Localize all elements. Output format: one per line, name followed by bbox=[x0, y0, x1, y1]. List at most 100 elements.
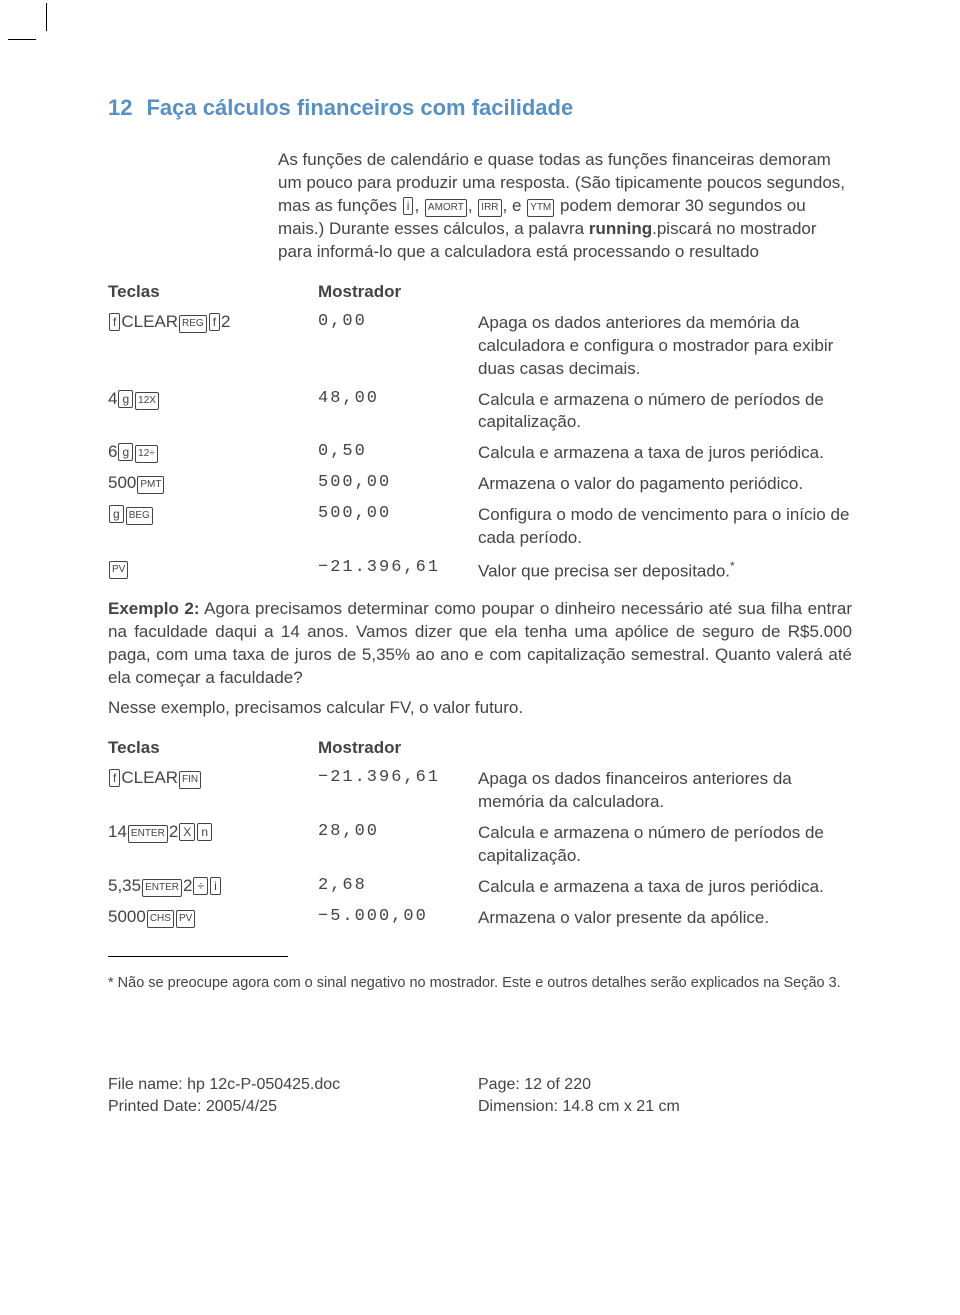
page-title: 12 Faça cálculos financeiros com facilid… bbox=[108, 95, 852, 121]
table-row: 5000CHSPV −5.000,00 Armazena o valor pre… bbox=[108, 907, 852, 930]
description: Apaga os dados anteriores da memória da … bbox=[478, 312, 852, 381]
key-pv: PV bbox=[176, 910, 195, 928]
display-value: 0,00 bbox=[318, 312, 478, 381]
crop-mark bbox=[8, 39, 36, 40]
text: 14 bbox=[108, 822, 127, 841]
footnote-separator bbox=[108, 956, 288, 957]
display-value: 28,00 bbox=[318, 822, 478, 868]
key-fin: FIN bbox=[179, 771, 201, 789]
table-1: Teclas Mostrador fCLEARREGf2 0,00 Apaga … bbox=[108, 282, 852, 584]
key-beg: BEG bbox=[126, 507, 153, 525]
key-sequence: fCLEARREGf2 bbox=[108, 312, 318, 381]
description: Configura o modo de vencimento para o in… bbox=[478, 504, 852, 550]
example-paragraph: Exemplo 2: Agora precisamos determinar c… bbox=[108, 598, 852, 690]
description: Armazena o valor do pagamento periódico. bbox=[478, 473, 852, 496]
value: 2005/4/25 bbox=[206, 1098, 277, 1115]
table-row: fCLEARREGf2 0,00 Apaga os dados anterior… bbox=[108, 312, 852, 381]
text: 500 bbox=[108, 473, 136, 492]
key-sequence: 500PMT bbox=[108, 473, 318, 496]
footer-printed: Printed Date: 2005/4/25 bbox=[108, 1098, 478, 1116]
key-amort: AMORT bbox=[425, 199, 467, 217]
key-f: f bbox=[109, 313, 120, 331]
key-n: n bbox=[197, 823, 212, 841]
description: Calcula e armazena a taxa de juros perió… bbox=[478, 442, 852, 465]
text: , bbox=[414, 196, 423, 215]
key-g: g bbox=[118, 390, 133, 408]
display-value: 500,00 bbox=[318, 504, 478, 550]
page-title-text: Faça cálculos financeiros com facilidade bbox=[146, 95, 573, 121]
value: 12 of 220 bbox=[524, 1076, 591, 1093]
key-12div: 12÷ bbox=[135, 445, 158, 463]
text: Valor que precisa ser depositado. bbox=[478, 562, 730, 581]
key-sequence: 14ENTER2Xn bbox=[108, 822, 318, 868]
key-irr: IRR bbox=[478, 199, 501, 217]
key-sequence: 5000CHSPV bbox=[108, 907, 318, 930]
key-12x: 12X bbox=[135, 392, 159, 410]
label: File name: bbox=[108, 1076, 187, 1093]
key-i: i bbox=[403, 197, 414, 215]
table-row: PV −21.396,61 Valor que precisa ser depo… bbox=[108, 558, 852, 584]
key-sequence: 5,35ENTER2÷i bbox=[108, 876, 318, 899]
key-sequence: fCLEARFIN bbox=[108, 768, 318, 814]
table-row: 500PMT 500,00 Armazena o valor do pagame… bbox=[108, 473, 852, 496]
key-i: i bbox=[210, 877, 221, 895]
key-x: X bbox=[179, 823, 195, 841]
footer-dim: Dimension: 14.8 cm x 21 cm bbox=[478, 1098, 852, 1116]
text: , bbox=[468, 196, 477, 215]
table-row: 4g12X 48,00 Calcula e armazena o número … bbox=[108, 389, 852, 435]
label: Page: bbox=[478, 1076, 524, 1093]
value: hp 12c-P-050425.doc bbox=[187, 1076, 340, 1093]
key-g: g bbox=[118, 443, 133, 461]
description: Apaga os dados financeiros anteriores da… bbox=[478, 768, 852, 814]
footer-page: Page: 12 of 220 bbox=[478, 1076, 852, 1094]
description: Calcula e armazena o número de períodos … bbox=[478, 389, 852, 435]
key-chs: CHS bbox=[147, 910, 174, 928]
key-f: f bbox=[209, 313, 220, 331]
crop-mark bbox=[46, 3, 47, 31]
col-teclas: Teclas bbox=[108, 738, 318, 758]
key-div: ÷ bbox=[193, 877, 208, 895]
table-row: gBEG 500,00 Configura o modo de vencimen… bbox=[108, 504, 852, 550]
key-pv: PV bbox=[109, 561, 128, 579]
key-pmt: PMT bbox=[137, 476, 164, 494]
text: 6 bbox=[108, 442, 117, 461]
running-word: running bbox=[589, 219, 652, 238]
display-value: 500,00 bbox=[318, 473, 478, 496]
display-value: 0,50 bbox=[318, 442, 478, 465]
description: Calcula e armazena o número de períodos … bbox=[478, 822, 852, 868]
col-mostrador: Mostrador bbox=[318, 738, 478, 758]
table-header: Teclas Mostrador bbox=[108, 282, 852, 302]
footer-filename: File name: hp 12c-P-050425.doc bbox=[108, 1076, 478, 1094]
text: 5000 bbox=[108, 907, 146, 926]
key-enter: ENTER bbox=[128, 825, 168, 843]
text: 5,35 bbox=[108, 876, 141, 895]
table-row: 5,35ENTER2÷i 2,68 Calcula e armazena a t… bbox=[108, 876, 852, 899]
page-number-label: 12 bbox=[108, 95, 132, 121]
table-header: Teclas Mostrador bbox=[108, 738, 852, 758]
key-g: g bbox=[109, 505, 124, 523]
key-ytm: YTM bbox=[527, 199, 554, 217]
key-sequence: gBEG bbox=[108, 504, 318, 550]
intro-paragraph: As funções de calendário e quase todas a… bbox=[108, 149, 852, 264]
label: Dimension: bbox=[478, 1098, 562, 1115]
description: Calcula e armazena a taxa de juros perió… bbox=[478, 876, 852, 899]
key-sequence: 4g12X bbox=[108, 389, 318, 435]
example-lead: Exemplo 2: bbox=[108, 599, 200, 618]
text: CLEAR bbox=[121, 312, 178, 331]
page: 12 Faça cálculos financeiros com facilid… bbox=[0, 0, 960, 1144]
col-mostrador: Mostrador bbox=[318, 282, 478, 302]
text: 4 bbox=[108, 389, 117, 408]
key-reg: REG bbox=[179, 315, 207, 333]
key-enter: ENTER bbox=[142, 879, 182, 897]
footnote: * Não se preocupe agora com o sinal nega… bbox=[108, 971, 852, 996]
col-teclas: Teclas bbox=[108, 282, 318, 302]
crop-marks bbox=[108, 25, 852, 55]
display-value: −5.000,00 bbox=[318, 907, 478, 930]
display-value: −21.396,61 bbox=[318, 558, 478, 584]
footnote-marker: * bbox=[730, 559, 735, 573]
table-2: Teclas Mostrador fCLEARFIN −21.396,61 Ap… bbox=[108, 738, 852, 930]
description: Armazena o valor presente da apólice. bbox=[478, 907, 852, 930]
key-sequence: PV bbox=[108, 558, 318, 584]
table-row: fCLEARFIN −21.396,61 Apaga os dados fina… bbox=[108, 768, 852, 814]
label: Printed Date: bbox=[108, 1098, 206, 1115]
